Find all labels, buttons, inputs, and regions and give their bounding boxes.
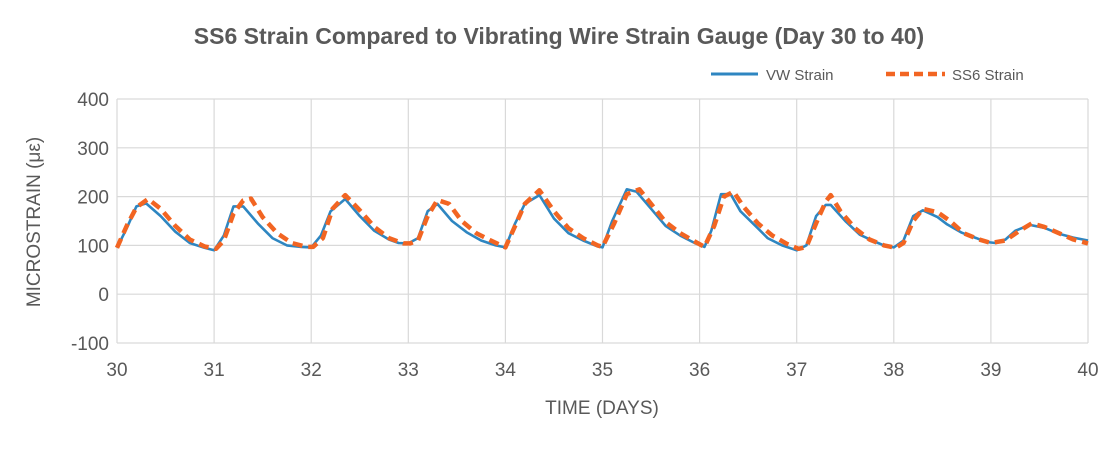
x-tick-label: 39 <box>980 360 1001 381</box>
y-tick-label: 200 <box>77 188 109 209</box>
y-tick-label: 300 <box>77 139 109 160</box>
series-line-ss6-strain <box>114 187 1089 252</box>
axes: -100 0 100 200 300 400 30 31 32 33 34 35 36 37 38 39 40 <box>71 90 1099 381</box>
x-tick-label: 33 <box>398 360 419 381</box>
chart-title: SS6 Strain Compared to Vibrating Wire St… <box>194 23 924 49</box>
grid <box>116 98 1089 344</box>
legend-label-vw-strain: VW Strain <box>766 67 834 84</box>
y-axis-label: MICROSTRAIN (με) <box>24 137 45 307</box>
x-tick-label: 34 <box>495 360 517 381</box>
x-tick-label: 40 <box>1077 360 1098 381</box>
x-axis-label: TIME (DAYS) <box>545 398 659 419</box>
x-tick-label: 38 <box>883 360 904 381</box>
legend-label-ss6-strain: SS6 Strain <box>952 67 1024 84</box>
y-tick-label: 400 <box>77 90 109 111</box>
y-tick-label: 0 <box>98 285 109 306</box>
series <box>114 187 1089 252</box>
y-tick-label: 100 <box>77 236 109 257</box>
x-tick-label: 35 <box>592 360 613 381</box>
x-tick-label: 32 <box>301 360 322 381</box>
x-tick-label: 31 <box>204 360 225 381</box>
x-tick-label: 37 <box>786 360 807 381</box>
x-tick-label: 36 <box>689 360 710 381</box>
legend: VW Strain SS6 Strain <box>711 67 1024 84</box>
x-tick-label: 30 <box>106 360 127 381</box>
y-tick-label: -100 <box>71 334 109 355</box>
